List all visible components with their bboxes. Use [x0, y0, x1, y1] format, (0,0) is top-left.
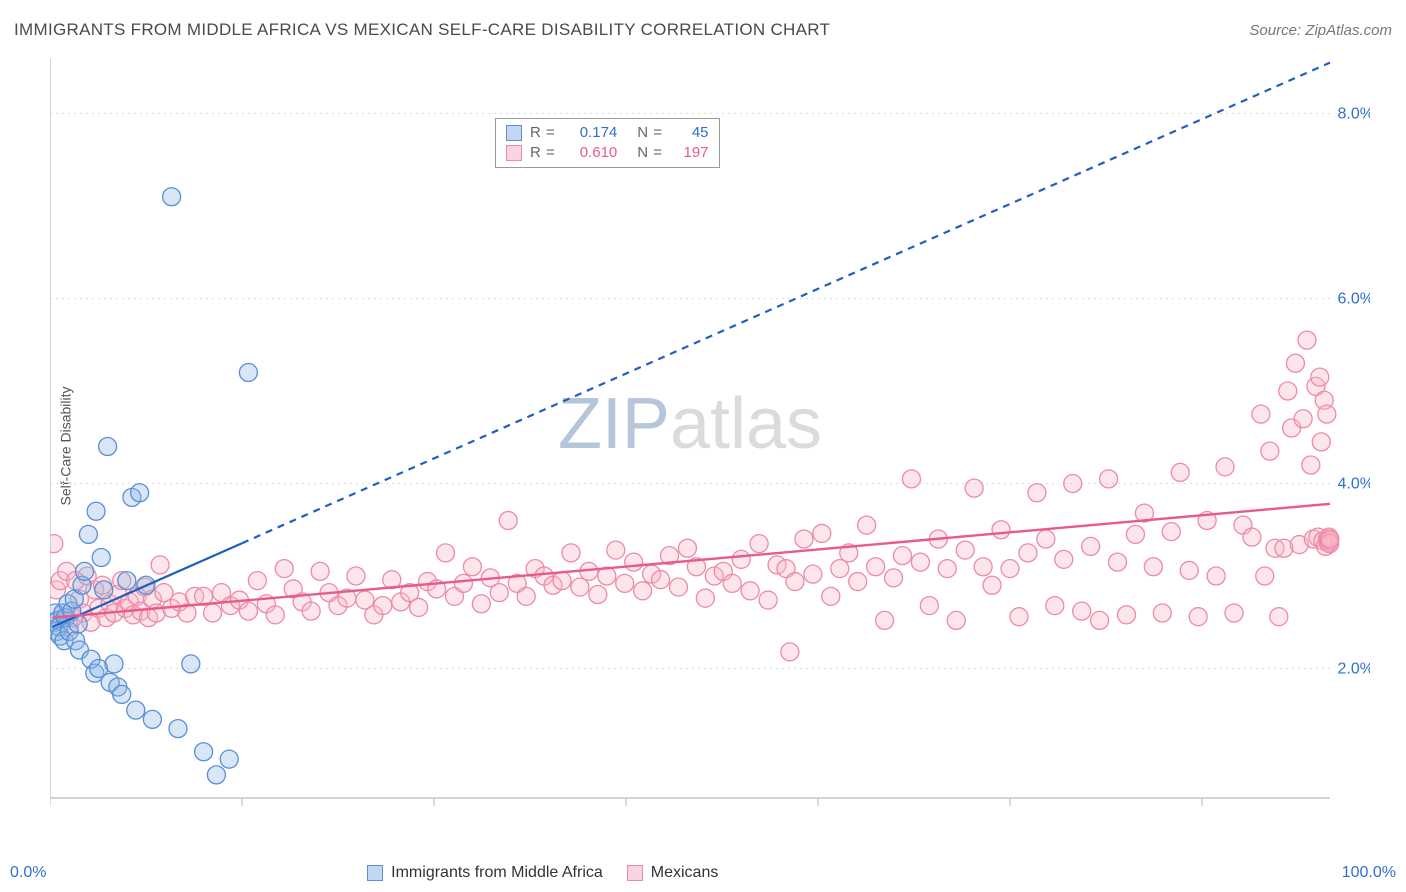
- svg-text:8.0%: 8.0%: [1338, 106, 1370, 123]
- legend-r-value: 0.610: [563, 143, 617, 163]
- legend-n-label: N =: [637, 123, 662, 143]
- svg-text:4.0%: 4.0%: [1338, 476, 1370, 493]
- legend-item: Mexicans: [627, 864, 719, 882]
- legend-swatch: [506, 125, 522, 141]
- svg-text:6.0%: 6.0%: [1338, 291, 1370, 308]
- legend-item: Immigrants from Middle Africa: [367, 864, 603, 882]
- scatter-chart: 2.0% 4.0% 6.0% 8.0% ZIPatlas: [50, 58, 1370, 828]
- svg-text:ZIPatlas: ZIPatlas: [558, 384, 822, 464]
- legend-label: Mexicans: [651, 864, 719, 882]
- x-axis-start-label: 0.0%: [10, 864, 46, 882]
- legend-r-label: R =: [530, 123, 555, 143]
- legend-n-value: 197: [671, 143, 709, 163]
- legend-row: R = 0.610 N = 197: [506, 143, 709, 163]
- legend-correlation: R = 0.174 N = 45 R = 0.610 N = 197: [495, 118, 720, 168]
- legend-r-label: R =: [530, 143, 555, 163]
- legend-n-value: 45: [671, 123, 709, 143]
- chart-title: IMMIGRANTS FROM MIDDLE AFRICA VS MEXICAN…: [14, 20, 830, 40]
- source-prefix: Source:: [1249, 22, 1305, 39]
- legend-n-label: N =: [637, 143, 662, 163]
- source-label: Source: ZipAtlas.com: [1249, 22, 1392, 39]
- plot-area: 2.0%4.0%6.0%8.0%ZIPatlas R =0.174N =45R …: [50, 58, 1370, 828]
- chart-container: IMMIGRANTS FROM MIDDLE AFRICA VS MEXICAN…: [0, 0, 1406, 892]
- legend-row: R = 0.174 N = 45: [506, 123, 709, 143]
- legend-bottom: 0.0% Immigrants from Middle Africa Mexica…: [0, 860, 1406, 886]
- title-bar: IMMIGRANTS FROM MIDDLE AFRICA VS MEXICAN…: [14, 18, 1392, 42]
- legend-series: Immigrants from Middle Africa Mexicans: [367, 864, 718, 882]
- legend-label: Immigrants from Middle Africa: [391, 864, 603, 882]
- legend-swatch: [367, 865, 383, 881]
- legend-swatch: [506, 145, 522, 161]
- x-axis-end-label: 100.0%: [1342, 864, 1396, 882]
- svg-text:2.0%: 2.0%: [1338, 661, 1370, 678]
- source-name: ZipAtlas.com: [1305, 22, 1392, 39]
- legend-swatch: [627, 865, 643, 881]
- legend-r-value: 0.174: [563, 123, 617, 143]
